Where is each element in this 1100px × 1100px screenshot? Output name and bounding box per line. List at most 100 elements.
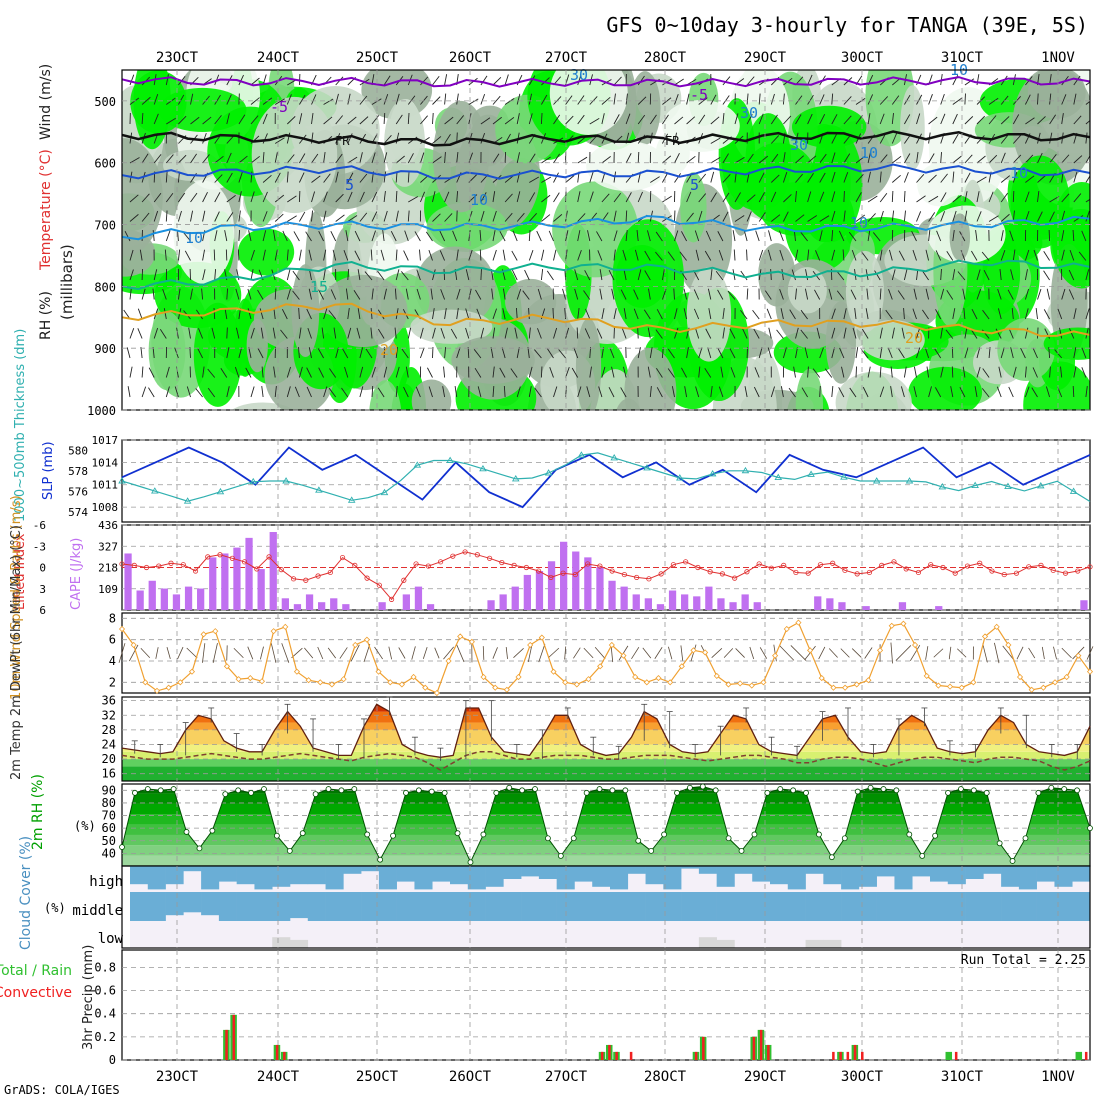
wind-barb bbox=[1012, 154, 1022, 164]
wind-barb bbox=[746, 249, 748, 261]
wind-barb bbox=[202, 366, 205, 378]
wind-barb bbox=[452, 230, 458, 242]
wind-speed-marker bbox=[235, 676, 242, 683]
li-marker bbox=[486, 555, 493, 561]
wind-barb bbox=[281, 643, 290, 663]
bottom-date-26OCT: 26OCT bbox=[449, 1069, 492, 1085]
li-marker bbox=[119, 561, 125, 567]
wind-barb bbox=[335, 153, 343, 164]
thickness-marker bbox=[151, 487, 159, 494]
wind-barb bbox=[1043, 250, 1050, 261]
temp-line bbox=[121, 703, 1091, 758]
wind-barb bbox=[940, 268, 942, 281]
wind-barb bbox=[214, 211, 220, 222]
wind-tick: 6 bbox=[109, 633, 116, 647]
wind-barb bbox=[727, 290, 736, 300]
wind-barb bbox=[890, 642, 893, 664]
wind-barb bbox=[1059, 327, 1063, 339]
cloud-high-cell bbox=[681, 866, 700, 869]
wind-barb bbox=[443, 366, 446, 378]
cloud-middle-cell bbox=[414, 892, 433, 921]
wind-barb bbox=[177, 646, 184, 660]
wind-barb bbox=[643, 309, 651, 320]
wind-barb bbox=[1068, 269, 1075, 281]
wind-barb bbox=[341, 387, 349, 398]
thickness-marker bbox=[413, 461, 422, 468]
wind-barb bbox=[202, 132, 207, 144]
cloud-high-cell bbox=[467, 866, 486, 890]
wind-barb bbox=[1043, 309, 1050, 320]
wind-barb bbox=[371, 152, 376, 164]
wind-barb bbox=[722, 95, 730, 105]
wind-barb bbox=[141, 153, 149, 164]
wind-barb bbox=[976, 155, 986, 164]
wind-barb bbox=[649, 386, 652, 398]
wind-tick: 8 bbox=[109, 611, 116, 625]
thickness-marker bbox=[872, 477, 881, 484]
wind-barb bbox=[842, 249, 845, 261]
wind-barb bbox=[250, 327, 255, 339]
thickness-tick: 576 bbox=[68, 485, 88, 498]
wind-barb bbox=[770, 268, 772, 281]
precip-tick: 0.6 bbox=[94, 984, 116, 998]
wind-barb bbox=[596, 231, 603, 242]
rh-marker bbox=[351, 786, 358, 792]
wind-barb bbox=[202, 643, 206, 663]
wind-barb bbox=[1037, 116, 1046, 125]
wind-barb bbox=[359, 347, 364, 359]
wind-barb bbox=[589, 346, 592, 359]
wind-barb bbox=[879, 327, 883, 339]
wind-speed-marker bbox=[760, 679, 767, 686]
cloud-high-cell bbox=[698, 866, 717, 874]
wind-barb bbox=[879, 288, 882, 300]
temp-tick: 20 bbox=[102, 752, 116, 766]
rh-marker bbox=[570, 835, 577, 842]
wind-barb bbox=[783, 194, 792, 203]
wind-barb bbox=[416, 269, 421, 281]
wind-barb bbox=[514, 327, 518, 339]
wind-barb bbox=[444, 93, 447, 105]
wind-barb bbox=[298, 327, 302, 339]
rh-marker bbox=[932, 832, 939, 839]
wind-barb bbox=[577, 213, 586, 222]
wind-barb bbox=[674, 152, 680, 164]
li-marker bbox=[866, 569, 873, 576]
wind-barb bbox=[323, 249, 327, 261]
wind-barb bbox=[176, 327, 179, 339]
cloud-high-cell bbox=[752, 866, 771, 882]
wind-barb bbox=[1046, 288, 1051, 300]
precip-tick: 0.8 bbox=[94, 960, 116, 974]
cloud-high-cell bbox=[983, 866, 1002, 874]
wind-barb bbox=[516, 386, 521, 398]
wind-barb bbox=[383, 191, 386, 203]
wind-speed-marker bbox=[1016, 673, 1024, 681]
wind-barb bbox=[681, 231, 687, 242]
cloud-middle-cell bbox=[538, 892, 557, 921]
wind-barb bbox=[574, 269, 579, 281]
top-date-27OCT: 27OCT bbox=[545, 50, 588, 66]
wind-barb bbox=[274, 137, 285, 144]
wind-barb bbox=[861, 328, 869, 339]
cloud-middle-cell bbox=[183, 892, 202, 913]
wind-barb bbox=[804, 347, 809, 359]
rh-marker bbox=[867, 784, 874, 791]
wind-barb bbox=[766, 308, 772, 320]
wind-barb bbox=[377, 270, 385, 281]
wind-barb bbox=[129, 249, 134, 261]
wind-barb bbox=[647, 230, 651, 242]
cloud-high-cell bbox=[272, 866, 291, 887]
li-tick: 3 bbox=[39, 583, 46, 596]
wind-barb bbox=[573, 347, 579, 359]
wind-barb bbox=[981, 388, 990, 398]
wind-barb bbox=[807, 191, 812, 203]
li-marker bbox=[303, 577, 309, 583]
li-marker bbox=[891, 559, 897, 565]
cloud-high-cell bbox=[290, 866, 309, 885]
rh-marker bbox=[596, 786, 603, 792]
wind-barb bbox=[327, 647, 337, 659]
wind-barb bbox=[637, 114, 646, 125]
wind-barb bbox=[715, 271, 724, 281]
wind-barb bbox=[982, 309, 990, 320]
rh-cell bbox=[396, 366, 427, 410]
wind-barb bbox=[510, 368, 518, 378]
